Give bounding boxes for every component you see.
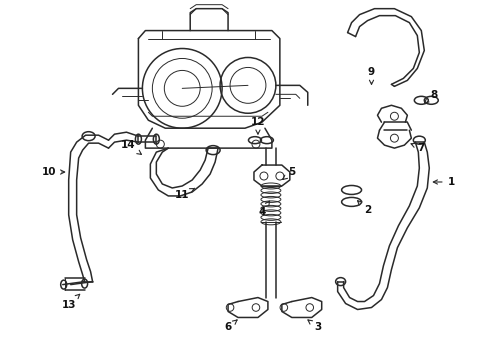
Text: 13: 13 [61, 294, 80, 310]
Text: 14: 14 [121, 140, 141, 154]
Text: 5: 5 [282, 167, 295, 180]
Text: 10: 10 [41, 167, 64, 177]
Text: 9: 9 [367, 67, 374, 84]
Text: 8: 8 [424, 90, 437, 103]
Text: 7: 7 [410, 143, 424, 153]
Text: 6: 6 [224, 320, 237, 332]
Text: 12: 12 [250, 117, 264, 134]
Text: 11: 11 [175, 188, 194, 200]
Text: 1: 1 [432, 177, 454, 187]
Text: 4: 4 [258, 201, 269, 217]
Text: 3: 3 [307, 320, 321, 332]
Text: 2: 2 [357, 201, 370, 215]
